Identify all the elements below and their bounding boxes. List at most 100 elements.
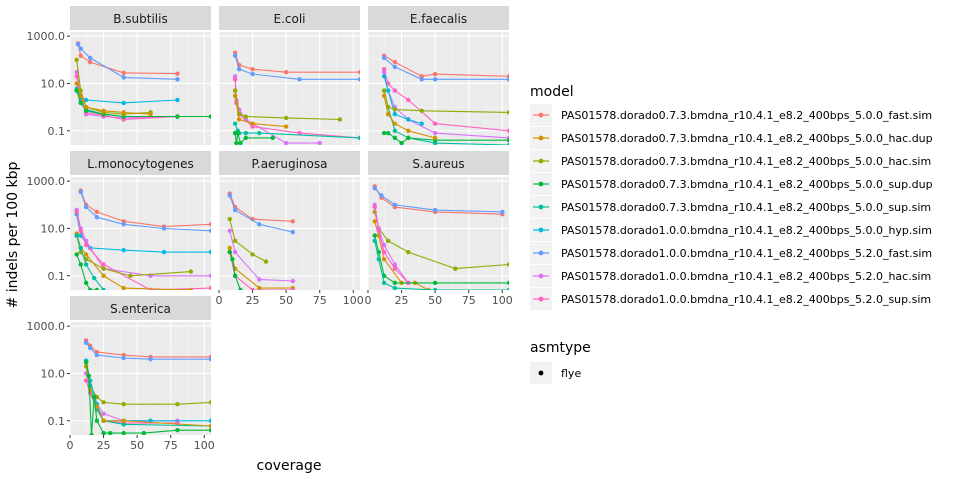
data-point xyxy=(232,93,238,99)
series-line xyxy=(374,240,509,290)
x-tick-label: 0 xyxy=(67,439,74,452)
data-point xyxy=(419,108,424,113)
legend-key-point xyxy=(538,181,544,187)
data-point xyxy=(188,287,194,290)
series-line xyxy=(80,190,211,228)
data-point xyxy=(506,110,509,115)
legend-title-model: model xyxy=(530,84,574,100)
series-line xyxy=(76,59,151,115)
data-point xyxy=(392,59,398,65)
series-line xyxy=(229,251,242,290)
panel-background xyxy=(368,177,509,290)
data-point xyxy=(432,135,438,141)
data-point xyxy=(372,238,377,244)
data-point xyxy=(208,357,211,362)
data-point xyxy=(283,124,289,129)
data-point xyxy=(74,81,79,86)
data-point xyxy=(250,67,255,72)
data-point xyxy=(78,100,83,106)
data-point xyxy=(101,287,106,290)
legend-label: PAS01578.dorado0.7.3.bmdna_r10.4.1_e8.2_… xyxy=(561,178,933,191)
x-tick-label: 100 xyxy=(343,294,364,307)
data-point xyxy=(208,273,211,278)
data-point xyxy=(399,140,404,145)
data-point xyxy=(175,402,180,407)
legend-label: PAS01578.dorado0.7.3.bmdna_r10.4.1_e8.2_… xyxy=(561,132,933,145)
data-point xyxy=(83,262,89,267)
data-point xyxy=(453,266,458,271)
data-point xyxy=(506,128,509,133)
data-point xyxy=(83,340,89,345)
series-line xyxy=(229,195,294,233)
data-point xyxy=(381,67,387,72)
data-point xyxy=(432,130,438,136)
data-point xyxy=(87,55,93,61)
data-point xyxy=(381,55,387,61)
data-point xyxy=(101,108,106,113)
series-line xyxy=(229,218,267,262)
data-point xyxy=(89,432,94,435)
legend-key-point xyxy=(538,296,544,302)
data-point xyxy=(337,117,343,122)
facet-strip xyxy=(70,151,211,175)
data-point xyxy=(419,121,424,126)
legend-key-point xyxy=(538,273,544,279)
data-point xyxy=(357,69,360,75)
legend-label: PAS01578.dorado1.0.0.bmdna_r10.4.1_e8.2_… xyxy=(561,247,932,260)
legend-label: PAS01578.dorado1.0.0.bmdna_r10.4.1_e8.2_… xyxy=(561,224,932,237)
data-point xyxy=(381,280,387,286)
y-tick-label: 10.0 xyxy=(41,367,66,380)
data-point xyxy=(83,204,89,210)
y-tick-label: 1000.0 xyxy=(27,175,66,188)
data-point xyxy=(406,249,411,255)
data-point xyxy=(232,121,238,126)
data-point xyxy=(87,345,93,351)
data-point xyxy=(232,249,238,255)
data-point xyxy=(74,233,79,238)
facet-strip-label: B.subtilis xyxy=(113,12,167,26)
data-point xyxy=(232,273,238,278)
data-point xyxy=(297,130,302,136)
data-point xyxy=(208,222,211,227)
data-point xyxy=(230,257,235,262)
facet-strip xyxy=(219,151,360,175)
data-point xyxy=(406,135,411,141)
x-tick-label: 0 xyxy=(365,294,372,307)
data-point xyxy=(392,121,398,126)
data-point xyxy=(188,269,194,274)
data-point xyxy=(208,400,211,405)
data-point xyxy=(121,402,126,407)
data-point xyxy=(432,71,438,77)
facet-strip-label: E.coli xyxy=(273,12,305,26)
data-point xyxy=(74,209,79,215)
data-point xyxy=(372,204,377,210)
data-point xyxy=(175,71,180,76)
data-point xyxy=(376,228,381,233)
data-point xyxy=(75,42,81,47)
data-point xyxy=(432,280,438,286)
data-point xyxy=(283,140,289,145)
data-point xyxy=(250,252,255,257)
data-point xyxy=(357,135,360,141)
y-tick-label: 0.1 xyxy=(48,415,66,428)
data-point xyxy=(208,114,211,119)
data-point xyxy=(506,137,509,143)
data-point xyxy=(208,423,211,429)
data-point xyxy=(379,193,384,198)
data-point xyxy=(121,100,126,106)
data-point xyxy=(78,245,83,251)
panel-background xyxy=(368,32,509,145)
series-line xyxy=(229,251,293,290)
y-tick-label: 0.1 xyxy=(48,125,66,138)
y-tick-label: 10.0 xyxy=(41,222,66,235)
data-point xyxy=(385,88,391,93)
data-point xyxy=(94,209,100,215)
series-line xyxy=(80,191,211,232)
data-point xyxy=(392,107,398,112)
data-point xyxy=(385,112,391,117)
data-point xyxy=(83,252,89,257)
data-point xyxy=(78,46,83,51)
data-point xyxy=(270,135,275,141)
data-point xyxy=(290,278,296,284)
data-point xyxy=(227,216,232,222)
